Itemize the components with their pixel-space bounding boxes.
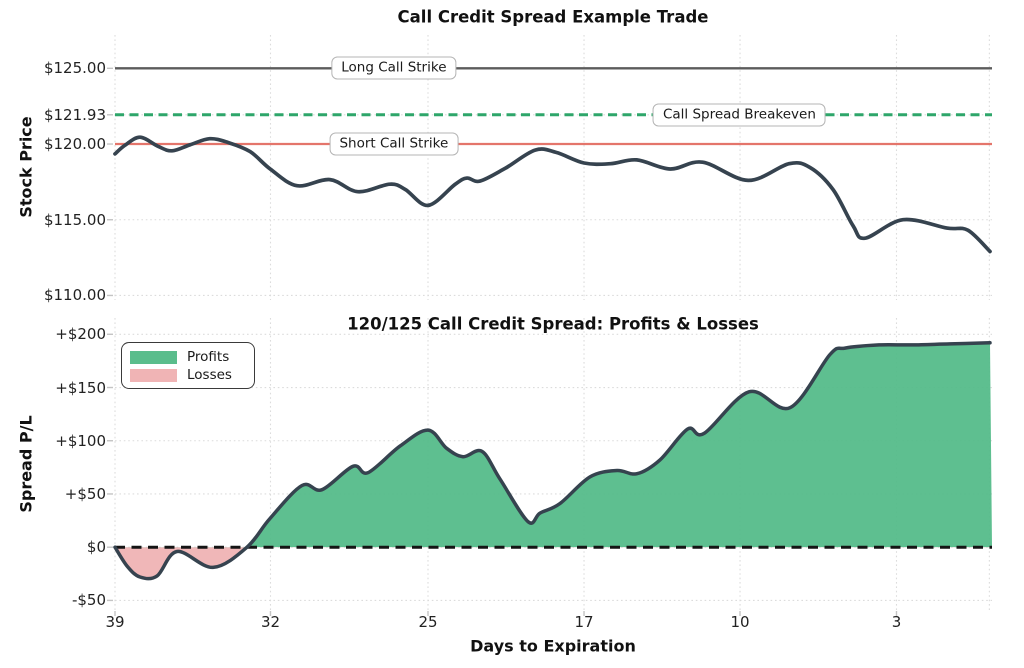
legend-label-losses: Losses — [187, 367, 232, 383]
legend-row-losses: Losses — [130, 368, 244, 382]
bottom-chart-title: 120/125 Call Credit Spread: Profits & Lo… — [347, 314, 759, 334]
x-tick-label-days: 10 — [730, 613, 750, 631]
x-tick-label-days: 32 — [260, 613, 281, 631]
y-tick-label-pl: +$150 — [55, 378, 106, 397]
losses-swatch — [130, 368, 177, 382]
profits-swatch — [130, 350, 177, 364]
x-tick-label-days: 3 — [891, 613, 902, 631]
top-chart-title: Call Credit Spread Example Trade — [397, 7, 709, 27]
x-tick-label-days: 17 — [574, 613, 594, 631]
y-tick-label-pl: +$50 — [64, 484, 106, 503]
legend: Profits Losses — [121, 342, 255, 389]
y-tick-label-stock: $125.00 — [43, 59, 106, 78]
y-tick-label-stock: $115.00 — [43, 210, 106, 229]
x-tick-label-days: 25 — [418, 613, 438, 631]
legend-label-profits: Profits — [187, 349, 230, 365]
x-axis-label: Days to Expiration — [470, 636, 636, 656]
y-tick-label-pl: -$50 — [71, 591, 106, 610]
y-tick-label-pl: +$100 — [55, 431, 106, 450]
y-tick-label-stock: $110.00 — [43, 286, 106, 305]
stock-price-axis-label: Stock Price — [16, 116, 36, 218]
legend-row-profits: Profits — [130, 350, 244, 364]
y-tick-label-stock: $121.93 — [43, 105, 106, 124]
x-tick-label-days: 39 — [105, 613, 125, 631]
y-tick-label-pl: $0 — [86, 538, 106, 557]
y-tick-label-stock: $120.00 — [43, 135, 106, 154]
short-call-strike-label: Short Call Strike — [329, 132, 459, 156]
call-spread-breakeven-label: Call Spread Breakeven — [652, 103, 826, 127]
long-call-strike-label: Long Call Strike — [331, 56, 457, 80]
y-tick-label-pl: +$200 — [55, 325, 106, 344]
